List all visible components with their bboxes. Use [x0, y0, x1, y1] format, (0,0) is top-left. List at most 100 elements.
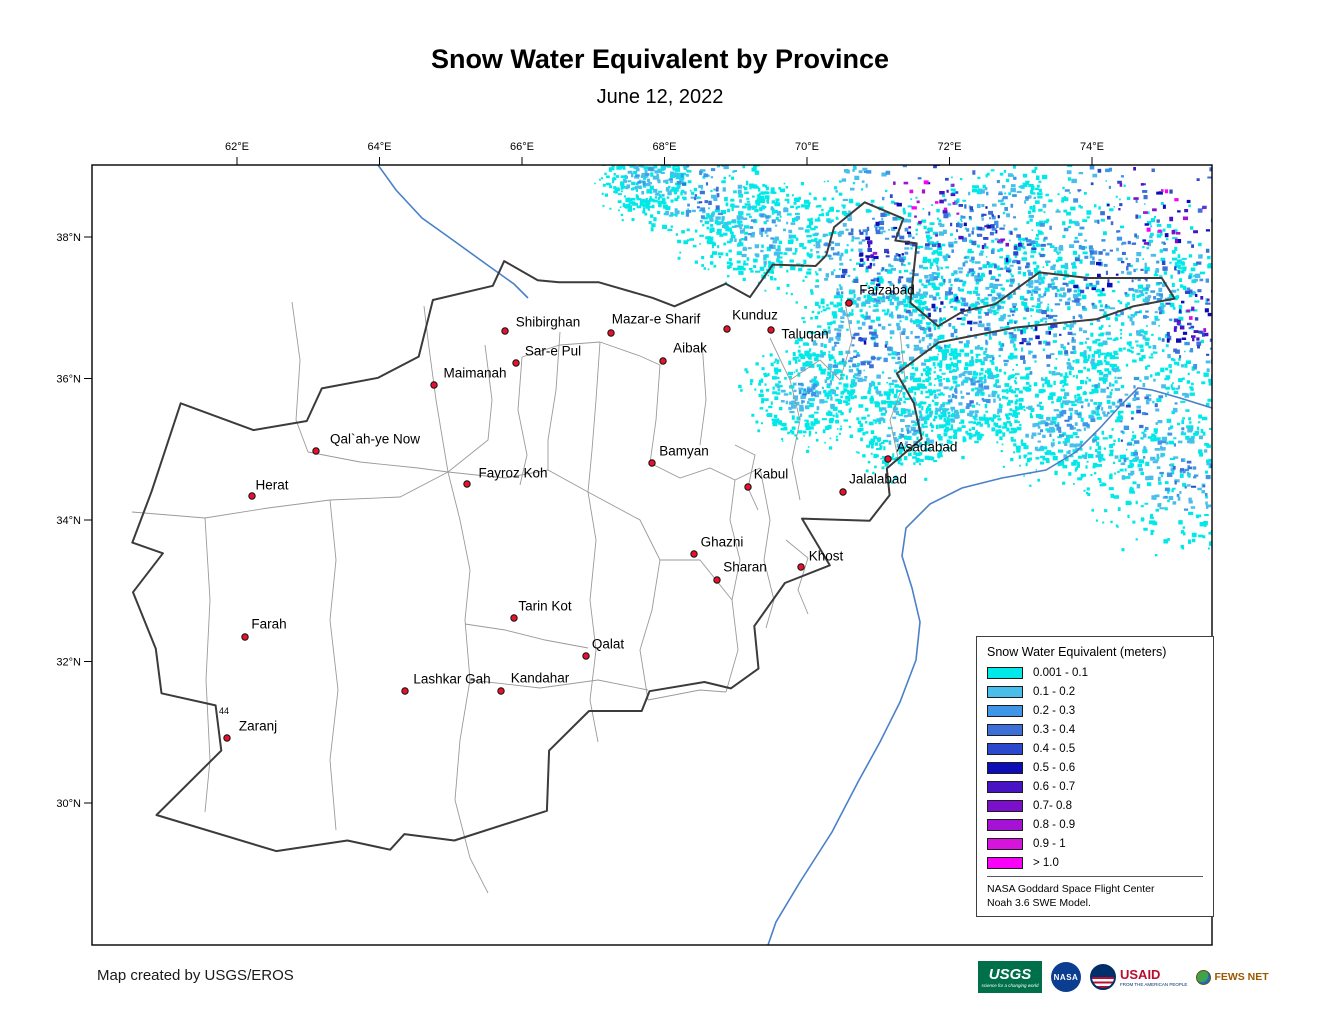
city-marker	[744, 483, 752, 491]
legend-entry-label: 0.1 - 0.2	[1033, 685, 1076, 698]
lat-label: 36°N	[56, 374, 81, 386]
logo-row: USGS science for a changing world NASA U…	[978, 956, 1269, 998]
legend-entry-label: 0.7- 0.8	[1033, 799, 1072, 812]
city-label: Mazar-e Sharif	[612, 312, 701, 327]
city-marker	[223, 734, 231, 742]
lon-label: 68°E	[653, 141, 677, 153]
legend-entry-label: 0.3 - 0.4	[1033, 723, 1076, 736]
city-label: Sar-e Pul	[525, 344, 581, 359]
city-marker	[797, 563, 805, 571]
legend-entry-label: 0.9 - 1	[1033, 837, 1066, 850]
legend-swatch	[987, 818, 1023, 831]
legend-swatch	[987, 856, 1023, 869]
usaid-emblem-icon	[1090, 964, 1116, 990]
lat-label: 34°N	[56, 515, 81, 527]
city-label: Khost	[809, 549, 844, 564]
city-label: Taluqan	[781, 327, 828, 342]
legend-entry-label: 0.6 - 0.7	[1033, 780, 1076, 793]
lat-label: 32°N	[56, 657, 81, 669]
legend-note-line2: Noah 3.6 SWE Model.	[987, 897, 1091, 910]
legend-entry: 0.001 - 0.1	[987, 666, 1203, 679]
lon-label: 66°E	[510, 141, 534, 153]
usgs-logo-tagline: science for a changing world	[981, 982, 1039, 988]
fews-globe-icon	[1196, 969, 1212, 985]
legend-entry: 0.4 - 0.5	[987, 742, 1203, 755]
legend-entry-label: 0.001 - 0.1	[1033, 666, 1088, 679]
city-label: Sharan	[723, 560, 767, 575]
legend-entry: 0.9 - 1	[987, 837, 1203, 850]
city-label: Faizabad	[859, 283, 915, 298]
page-title: Snow Water Equivalent by Province	[430, 44, 890, 74]
nasa-logo: NASA	[1051, 962, 1081, 992]
city-marker	[713, 576, 721, 584]
city-label: Tarin Kot	[518, 599, 572, 614]
legend-entry: 0.8 - 0.9	[987, 818, 1203, 831]
legend-swatch	[987, 685, 1023, 698]
city-marker	[248, 492, 256, 500]
city-label: Lashkar Gah	[413, 672, 490, 687]
lon-label: 64°E	[368, 141, 392, 153]
city-marker	[690, 550, 698, 558]
legend-swatch	[987, 742, 1023, 755]
legend-entry-label: > 1.0	[1033, 856, 1059, 869]
legend-entry: 0.2 - 0.3	[987, 704, 1203, 717]
city-marker	[401, 687, 409, 695]
city-label: Kunduz	[732, 308, 778, 323]
map-annotation: 44	[219, 706, 229, 716]
country-border	[131, 201, 1176, 853]
legend-entry-label: 0.4 - 0.5	[1033, 742, 1076, 755]
city-label: Aibak	[673, 341, 707, 356]
legend-entry-label: 0.8 - 0.9	[1033, 818, 1076, 831]
city-label: Shibirghan	[516, 315, 581, 330]
usgs-logo-text: USGS	[988, 965, 1032, 983]
lon-label: 74°E	[1080, 141, 1104, 153]
legend-entry: 0.1 - 0.2	[987, 685, 1203, 698]
city-marker	[767, 326, 775, 334]
legend-entry: 0.5 - 0.6	[987, 761, 1203, 774]
city-label: Bamyan	[659, 444, 709, 459]
legend-entry: > 1.0	[987, 856, 1203, 869]
city-label: Fayroz Koh	[478, 466, 547, 481]
city-label: Kandahar	[511, 671, 570, 686]
city-marker	[510, 614, 518, 622]
city-marker	[723, 325, 731, 333]
usaid-logo: USAID FROM THE AMERICAN PEOPLE	[1090, 964, 1187, 990]
fewsnet-logo: FEWS NET	[1196, 969, 1269, 985]
legend-swatch	[987, 837, 1023, 850]
legend-entry: 0.3 - 0.4	[987, 723, 1203, 736]
legend-swatch	[987, 666, 1023, 679]
legend-entry: 0.6 - 0.7	[987, 780, 1203, 793]
city-label: Kabul	[754, 467, 789, 482]
city-marker	[501, 327, 509, 335]
fewsnet-logo-text: FEWS NET	[1214, 971, 1269, 983]
credit-text: Map created by USGS/EROS	[97, 967, 294, 984]
legend-entry-list: 0.001 - 0.1 0.1 - 0.2 0.2 - 0.3 0.3 - 0.4 0.…	[987, 666, 1203, 869]
legend-swatch	[987, 799, 1023, 812]
city-marker	[884, 455, 892, 463]
city-marker	[648, 459, 656, 467]
snow-raster	[594, 165, 1212, 557]
city-marker	[582, 652, 590, 660]
city-marker	[607, 329, 615, 337]
legend-note-line1: NASA Goddard Space Flight Center	[987, 883, 1155, 895]
city-label: Herat	[255, 478, 288, 493]
city-marker	[845, 299, 853, 307]
city-label: Ghazni	[701, 535, 744, 550]
province-boundaries	[131, 301, 906, 894]
city-label: Farah	[251, 617, 286, 632]
lon-label: 72°E	[938, 141, 962, 153]
usaid-logo-tagline: FROM THE AMERICAN PEOPLE	[1120, 981, 1188, 987]
lat-label: 38°N	[56, 232, 81, 244]
rivers	[377, 165, 1212, 945]
graticule-labels: 62°E 64°E 66°E 68°E 70°E 72°E 74°E 38°N 36°N 34°N…	[56, 141, 1104, 810]
city-marker	[463, 480, 471, 488]
legend-note: NASA Goddard Space Flight Center Noah 3.…	[987, 876, 1203, 910]
city-label: Asadabad	[897, 440, 958, 455]
city-label: Zaranj	[239, 719, 277, 734]
legend-entry: 0.7- 0.8	[987, 799, 1203, 812]
lat-label: 30°N	[56, 798, 81, 810]
city-label: Qalat	[592, 637, 625, 652]
legend-title: Snow Water Equivalent (meters)	[987, 645, 1167, 659]
